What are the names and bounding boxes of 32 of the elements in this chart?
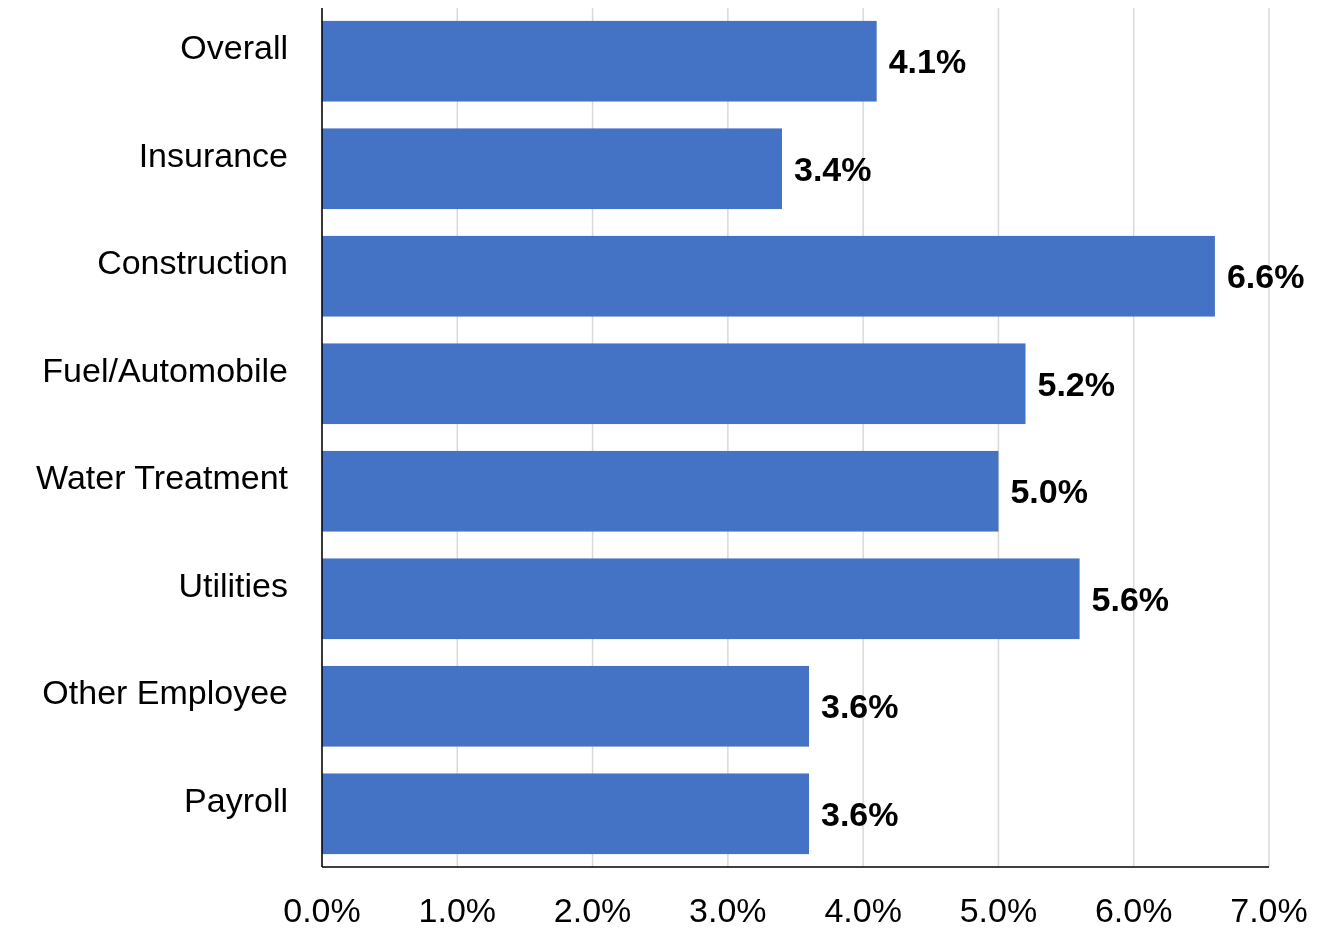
- data-label: 3.4%: [793, 149, 872, 188]
- y-tick-label: Fuel/Automobile: [42, 350, 288, 389]
- bar: [322, 773, 810, 855]
- bar: [322, 558, 1080, 640]
- x-tick-label: 3.0%: [689, 891, 767, 929]
- y-tick-label: Utilities: [178, 565, 288, 604]
- x-tick-label: 0.0%: [283, 891, 361, 929]
- y-tick-label: Water Treatment: [36, 458, 289, 497]
- y-tick-label: Construction: [97, 243, 288, 282]
- data-label: 3.6%: [821, 794, 899, 833]
- data-label: 4.1%: [888, 42, 967, 81]
- bar: [322, 665, 810, 747]
- x-tick-label: 1.0%: [418, 891, 497, 929]
- bar: [322, 20, 877, 102]
- bar: [322, 343, 1026, 425]
- data-label: 5.2%: [1037, 364, 1115, 403]
- y-tick-label: Other Employee: [42, 673, 288, 712]
- x-tick-label: 7.0%: [1230, 891, 1308, 929]
- data-label: 5.6%: [1091, 579, 1170, 618]
- data-label: 3.6%: [821, 687, 899, 726]
- y-tick-label: Overall: [180, 28, 288, 67]
- bar: [322, 235, 1215, 317]
- data-label: 5.0%: [1010, 472, 1088, 511]
- x-tick-label: 4.0%: [824, 891, 902, 929]
- x-tick-label: 5.0%: [959, 891, 1038, 929]
- bar: [322, 128, 782, 210]
- x-tick-label: 6.0%: [1094, 891, 1173, 929]
- y-tick-label: Insurance: [138, 135, 288, 174]
- bar: [322, 450, 999, 532]
- data-label: 6.6%: [1226, 257, 1305, 296]
- x-tick-label: 2.0%: [553, 891, 632, 929]
- y-tick-label: Payroll: [184, 780, 288, 819]
